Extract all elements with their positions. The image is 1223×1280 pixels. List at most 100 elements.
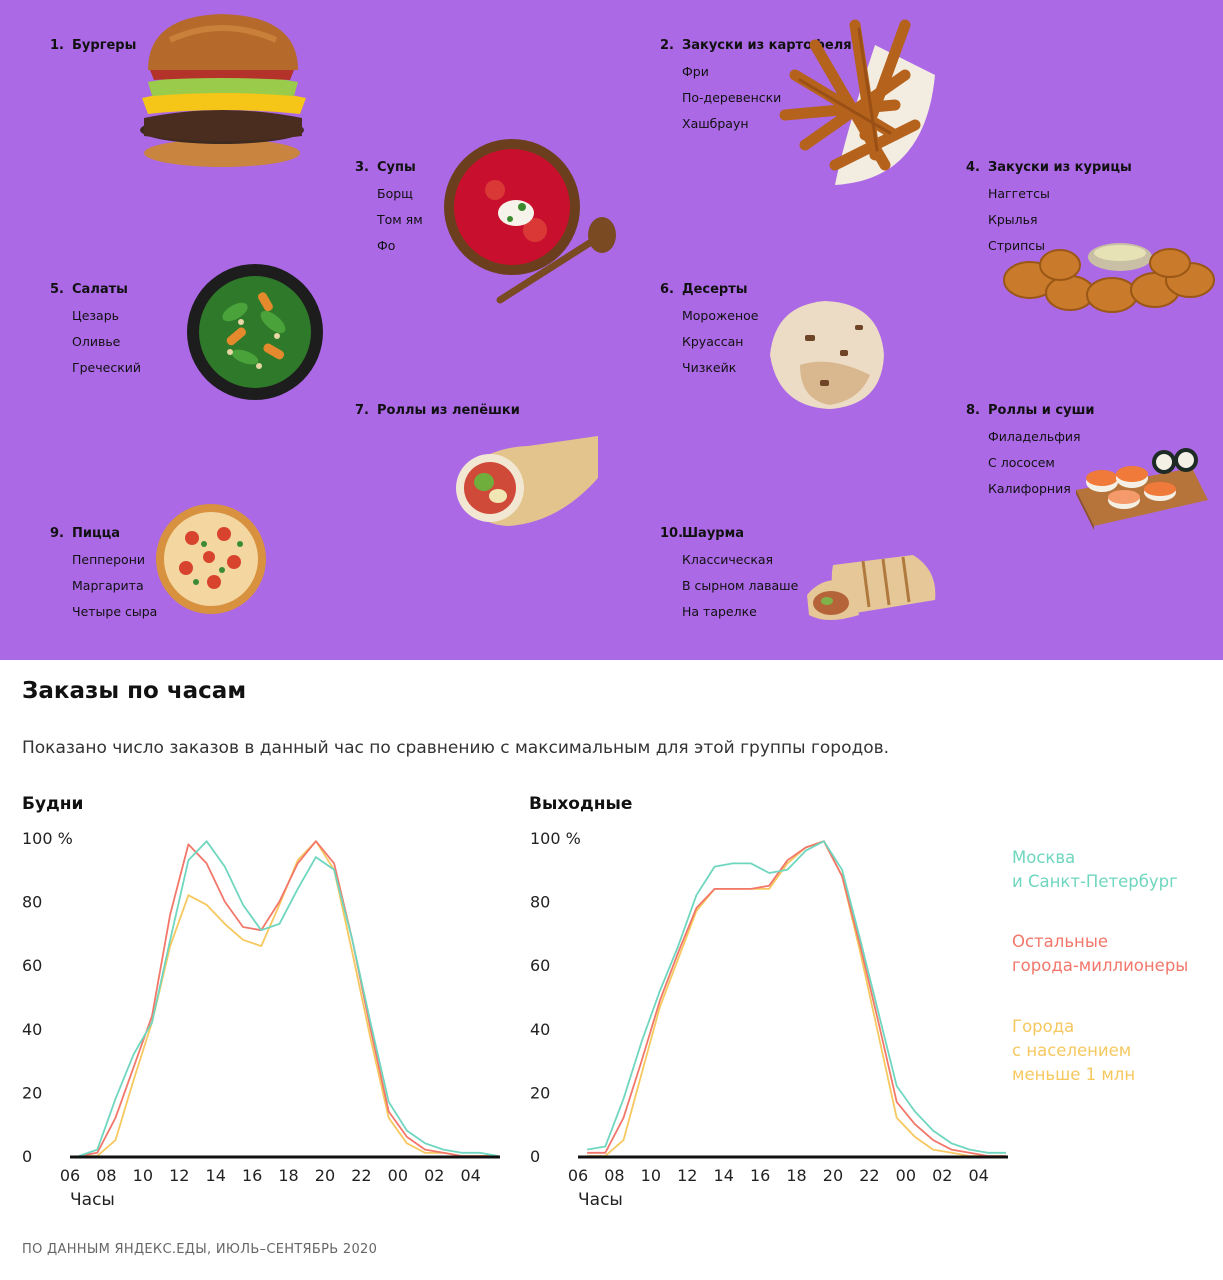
category-item: Фо xyxy=(377,238,396,253)
category-title: Шаурма xyxy=(682,526,745,541)
x-tick-label: 02 xyxy=(932,1166,952,1185)
x-tick-label: 10 xyxy=(641,1166,661,1185)
category-title: Роллы из лепёшки xyxy=(377,403,520,418)
category-sushi: 8. Роллы и суши Филадельфия С лососем Кал… xyxy=(966,403,1095,496)
series-line xyxy=(79,840,498,1157)
y-tick-label: 20 xyxy=(530,1083,550,1102)
category-desserts: 6. Десерты Мороженое Круассан Чизкейк xyxy=(660,282,758,375)
x-tick-label: 16 xyxy=(242,1166,262,1185)
category-salads: 5. Салаты Цезарь Оливье Греческий xyxy=(50,282,141,375)
category-item: Цезарь xyxy=(72,308,120,323)
category-item: Оливье xyxy=(72,334,121,349)
x-tick-label: 04 xyxy=(969,1166,989,1185)
category-number: 10. xyxy=(660,526,684,541)
category-item: Маргарита xyxy=(72,578,144,593)
category-item: Греческий xyxy=(72,360,141,375)
category-item: Крылья xyxy=(988,212,1038,227)
category-number: 3. xyxy=(355,160,369,175)
x-axis-label: Часы xyxy=(70,1190,115,1210)
y-tick-label: 40 xyxy=(22,1020,42,1039)
series-line xyxy=(78,840,499,1157)
category-item: Пепперони xyxy=(72,552,146,567)
category-chicken-snacks: 4. Закуски из курицы Наггетсы Крылья Стри… xyxy=(966,160,1132,253)
x-tick-label: 14 xyxy=(714,1166,734,1185)
category-item: Хашбраун xyxy=(682,116,749,131)
chart-title-weekdays: Будни xyxy=(22,794,84,814)
x-tick-label: 18 xyxy=(786,1166,806,1185)
category-number: 1. xyxy=(50,38,64,53)
category-item: С лососем xyxy=(988,455,1055,470)
burger-image xyxy=(140,14,306,167)
category-item: Филадельфия xyxy=(988,429,1081,444)
category-title: Бургеры xyxy=(72,38,137,53)
y-tick-label: 100 % xyxy=(22,829,73,848)
category-number: 2. xyxy=(660,38,674,53)
series-line xyxy=(587,840,1006,1157)
x-tick-label: 02 xyxy=(424,1166,444,1185)
orders-by-hour-section: Заказы по часам Показано число заказов в… xyxy=(0,660,1223,1280)
x-axis-label: Часы xyxy=(578,1190,623,1210)
category-item: Наггетсы xyxy=(988,186,1050,201)
category-title: Роллы и суши xyxy=(988,403,1095,418)
category-number: 7. xyxy=(355,403,369,418)
x-tick-label: 22 xyxy=(859,1166,879,1185)
x-tick-label: 14 xyxy=(206,1166,226,1185)
category-item: Борщ xyxy=(377,186,413,201)
chart-title-weekends: Выходные xyxy=(529,794,633,814)
x-tick-label: 08 xyxy=(604,1166,624,1185)
y-tick-label: 80 xyxy=(22,893,42,912)
pizza-image xyxy=(156,504,266,614)
category-wraps: 7. Роллы из лепёшки xyxy=(355,403,520,418)
legend-entry-millionaire-cities: Остальные города-миллионеры xyxy=(1012,932,1189,975)
page-subtitle: Показано число заказов в данный час по с… xyxy=(22,738,890,758)
icecream-image xyxy=(770,301,884,409)
series-line xyxy=(587,840,1006,1157)
page-title: Заказы по часам xyxy=(22,678,247,704)
category-title: Закуски из картофеля xyxy=(682,38,852,53)
wrap-image xyxy=(456,436,598,526)
category-burgers: 1. Бургеры xyxy=(50,38,136,53)
x-tick-label: 00 xyxy=(896,1166,916,1185)
fries-image xyxy=(779,19,935,185)
y-tick-label: 60 xyxy=(530,956,550,975)
food-categories-panel: 1. Бургеры 2. Закуски из картофеля Фри По-… xyxy=(0,0,1223,660)
y-tick-label: 80 xyxy=(530,893,550,912)
weekdays-chart: 0 20 40 60 80 100 % 06 08 10 12 14 16 18 20 22 00 02 04 Ча… xyxy=(22,829,500,1210)
x-tick-label: 20 xyxy=(823,1166,843,1185)
category-potato-snacks: 2. Закуски из картофеля Фри По-деревенски… xyxy=(660,38,852,131)
soup-image xyxy=(444,139,616,304)
category-pizza: 9. Пицца Пепперони Маргарита Четыре сыра xyxy=(50,526,157,619)
category-soups: 3. Супы Борщ Том ям Фо xyxy=(355,160,423,253)
category-item: В сырном лаваше xyxy=(682,578,799,593)
legend-entry-moscow-spb: Москва и Санкт-Петербург xyxy=(1012,848,1178,891)
category-number: 4. xyxy=(966,160,980,175)
category-item: Мороженое xyxy=(682,308,759,323)
legend-entry-small-cities: Города с населением меньше 1 млн xyxy=(1012,1017,1136,1084)
source-note: ПО ДАННЫМ ЯНДЕКС.ЕДЫ, ИЮЛЬ–СЕНТЯБРЬ 2020 xyxy=(22,1242,378,1257)
y-tick-label: 0 xyxy=(530,1147,540,1166)
x-tick-label: 12 xyxy=(677,1166,697,1185)
sushi-image xyxy=(1076,448,1208,530)
x-tick-label: 06 xyxy=(568,1166,588,1185)
category-shawarma: 10. Шаурма Классическая В сырном лаваше Н… xyxy=(660,526,798,619)
category-item: Классическая xyxy=(682,552,774,567)
x-tick-label: 20 xyxy=(315,1166,335,1185)
category-title: Десерты xyxy=(682,282,748,297)
category-item: Том ям xyxy=(377,212,423,227)
category-title: Пицца xyxy=(72,526,121,541)
category-number: 8. xyxy=(966,403,980,418)
nuggets-image xyxy=(1003,243,1215,313)
x-tick-label: 12 xyxy=(169,1166,189,1185)
series-line xyxy=(586,840,1006,1154)
x-tick-label: 18 xyxy=(278,1166,298,1185)
category-title: Закуски из курицы xyxy=(988,160,1132,175)
salad-image xyxy=(187,264,323,400)
category-number: 5. xyxy=(50,282,64,297)
shawarma-image xyxy=(807,555,936,620)
category-item: Калифорния xyxy=(988,481,1071,496)
y-tick-label: 60 xyxy=(22,956,42,975)
y-tick-label: 100 % xyxy=(530,829,581,848)
y-tick-label: 0 xyxy=(22,1147,32,1166)
x-tick-label: 08 xyxy=(96,1166,116,1185)
y-tick-label: 40 xyxy=(530,1020,550,1039)
